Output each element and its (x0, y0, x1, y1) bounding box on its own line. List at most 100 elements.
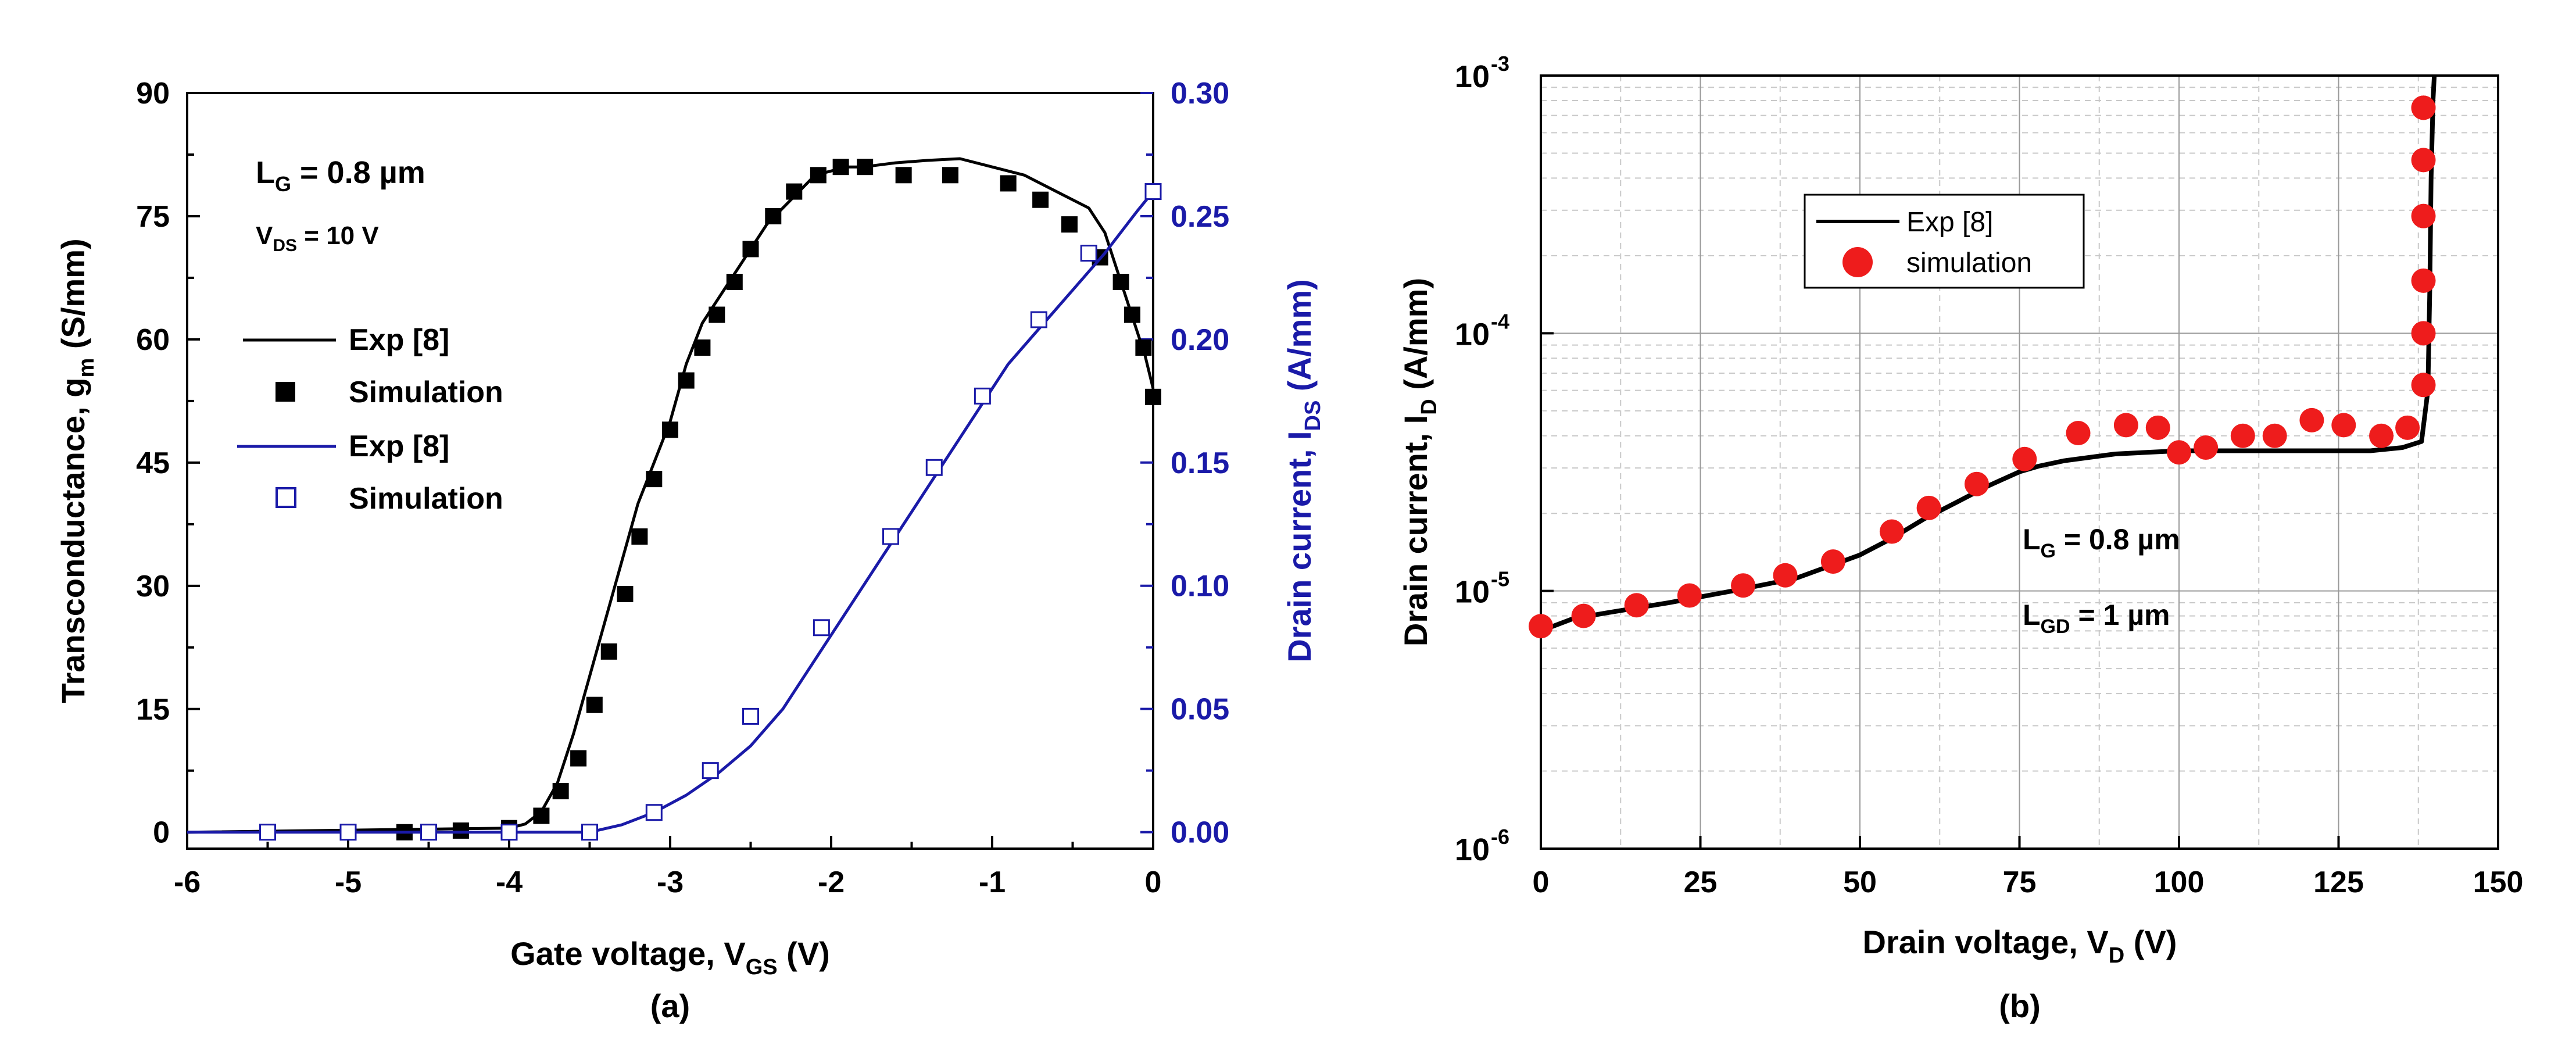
panel-a-left-y-axis-label: Transconductance, gm (S/mm) (55, 238, 99, 703)
panel-b-x-tick-label: 150 (2473, 866, 2524, 899)
panel-a-tick-labels: -6 -5 -4 -3 -2 -1 0 0 15 30 45 60 75 90 0.00 0.05 0.10 0.… (136, 77, 1229, 899)
id-sim-point (2411, 268, 2436, 293)
id-sim-point (1677, 583, 1702, 608)
gm-sim-point (726, 274, 743, 290)
gm-sim-point (694, 339, 711, 356)
ids-sim-point (882, 528, 899, 545)
panel-a-x-tick-label: -3 (657, 866, 684, 899)
panel-a-left-y-tick-label: 30 (136, 570, 170, 603)
id-sim-point (1529, 614, 1553, 639)
gm-sim-point (709, 306, 725, 323)
panel-a-right-y-tick-label: 0.20 (1171, 323, 1229, 357)
gm-sim-point (1124, 306, 1140, 323)
gm-sim-point (832, 159, 849, 176)
panel-a-left-y-tick-label: 0 (153, 816, 170, 850)
panel-a-ticks (186, 92, 1154, 849)
id-sim-point (1879, 519, 1904, 544)
gm-sim-point (678, 372, 695, 389)
panel-a-right-y-tick-label: 0.30 (1171, 77, 1229, 110)
ids-sim-point (259, 824, 276, 841)
ids-sim-point (581, 824, 598, 841)
id-sim-point (2012, 446, 2037, 471)
panel-a-right-y-tick-label: 0.15 (1171, 446, 1229, 480)
panel-a-left-y-tick-label: 60 (136, 323, 170, 357)
gm-sim-point (1061, 216, 1078, 233)
panel-b-y-tick-exponent: -5 (1491, 567, 1509, 591)
panel-a-right-y-axis-label: Drain current, IDS (A/mm) (1281, 279, 1325, 663)
gm-sim-point (942, 167, 958, 184)
id-sim-point (2262, 423, 2287, 448)
id-sim-point (2230, 423, 2255, 448)
panel-b-y-tick-label: 10 (1455, 59, 1490, 94)
panel-a-label: (a) (650, 988, 690, 1024)
gm-sim-point (810, 167, 827, 184)
legend-b-item-1: Exp [8] (1906, 207, 1993, 238)
panel-b-y-tick-exponent: -6 (1491, 825, 1509, 849)
panel-b-y-tick-exponent: -3 (1491, 52, 1509, 76)
ids-sim-point (974, 387, 991, 405)
gm-sim-point (631, 528, 648, 545)
id-sim-point (1624, 593, 1649, 618)
gm-sim-point (786, 183, 803, 200)
panel-b-y-tick-label: 10 (1455, 317, 1490, 352)
id-sim-point (2194, 435, 2219, 460)
panel-a-plot-frame (186, 92, 1154, 850)
gm-sim-point (1032, 191, 1049, 208)
legend-a-item-3: Exp [8] (349, 430, 449, 463)
id-sim-point (1773, 563, 1798, 588)
legend-a-black-square-swatch (276, 382, 295, 402)
id-sim-point (1916, 495, 1941, 520)
gm-sim-point (1112, 274, 1129, 290)
panel-b-lg-annotation: LG = 0.8 µm (2023, 523, 2180, 562)
gm-sim-point (452, 822, 469, 839)
gm-sim-point (586, 696, 603, 713)
panel-a-right-y-tick-label: 0.10 (1171, 570, 1229, 603)
legend-a-item-2: Simulation (349, 375, 503, 409)
id-sim-point (1820, 549, 1845, 574)
gm-sim-point (570, 750, 587, 767)
gm-sim-point (552, 783, 569, 800)
gm-sim-point (533, 807, 550, 824)
gm-sim-point (1135, 339, 1152, 356)
gm-sim-point (895, 167, 912, 184)
panel-b-x-tick-label: 0 (1533, 866, 1550, 899)
gm-sim-point (1145, 388, 1161, 405)
panel-b-y-tick-exponent: -4 (1491, 309, 1509, 333)
panel-a-series (187, 157, 1162, 841)
panel-a-legend: Exp [8] Simulation Exp [8] Simulation (237, 323, 503, 516)
panel-b-x-tick-label: 75 (2003, 866, 2037, 899)
panel-b-x-axis-label: Drain voltage, VD (V) (1863, 924, 2177, 968)
ids-sim-point (742, 707, 759, 725)
gm-sim-point (857, 159, 874, 176)
ids-sim-point (925, 459, 943, 476)
gm-sim-point (742, 241, 759, 258)
gm-exp-line (187, 157, 1155, 834)
legend-b-item-2: simulation (1906, 248, 2032, 278)
ids-sim-point (1144, 183, 1162, 201)
ids-sim-point (1030, 311, 1047, 328)
id-sim-point (2113, 413, 2138, 438)
ids-sim-point (645, 804, 663, 821)
panel-a-right-y-tick-label: 0.25 (1171, 200, 1229, 234)
panel-b-x-tick-label: 50 (1843, 866, 1877, 899)
panel-a-left-y-tick-label: 45 (136, 446, 170, 480)
panel-a-x-tick-label: -5 (335, 866, 362, 899)
panel-a-lg-annotation: LG = 0.8 µm (256, 155, 425, 196)
panel-b-y-axis-label: Drain current, ID (A/mm) (1397, 278, 1441, 646)
panel-b-y-tick-label: 10 (1455, 832, 1490, 867)
panel-a-x-tick-label: -6 (174, 866, 201, 899)
ids-sim-point (500, 824, 518, 841)
panel-b-lgd-annotation: LGD = 1 µm (2023, 599, 2170, 638)
id-sim-point (1571, 603, 1596, 628)
panel-b-legend: Exp [8] simulation (1804, 194, 2085, 289)
ids-sim-point (1080, 245, 1097, 262)
id-sim-point (2411, 203, 2436, 228)
id-sim-point (2411, 95, 2436, 120)
panel-a-right-y-tick-label: 0.00 (1171, 816, 1229, 850)
gm-sim-point (662, 421, 678, 438)
panel-a-left-y-tick-label: 15 (136, 693, 170, 727)
id-sim-point (2369, 423, 2394, 448)
id-sim-point (2145, 415, 2170, 440)
